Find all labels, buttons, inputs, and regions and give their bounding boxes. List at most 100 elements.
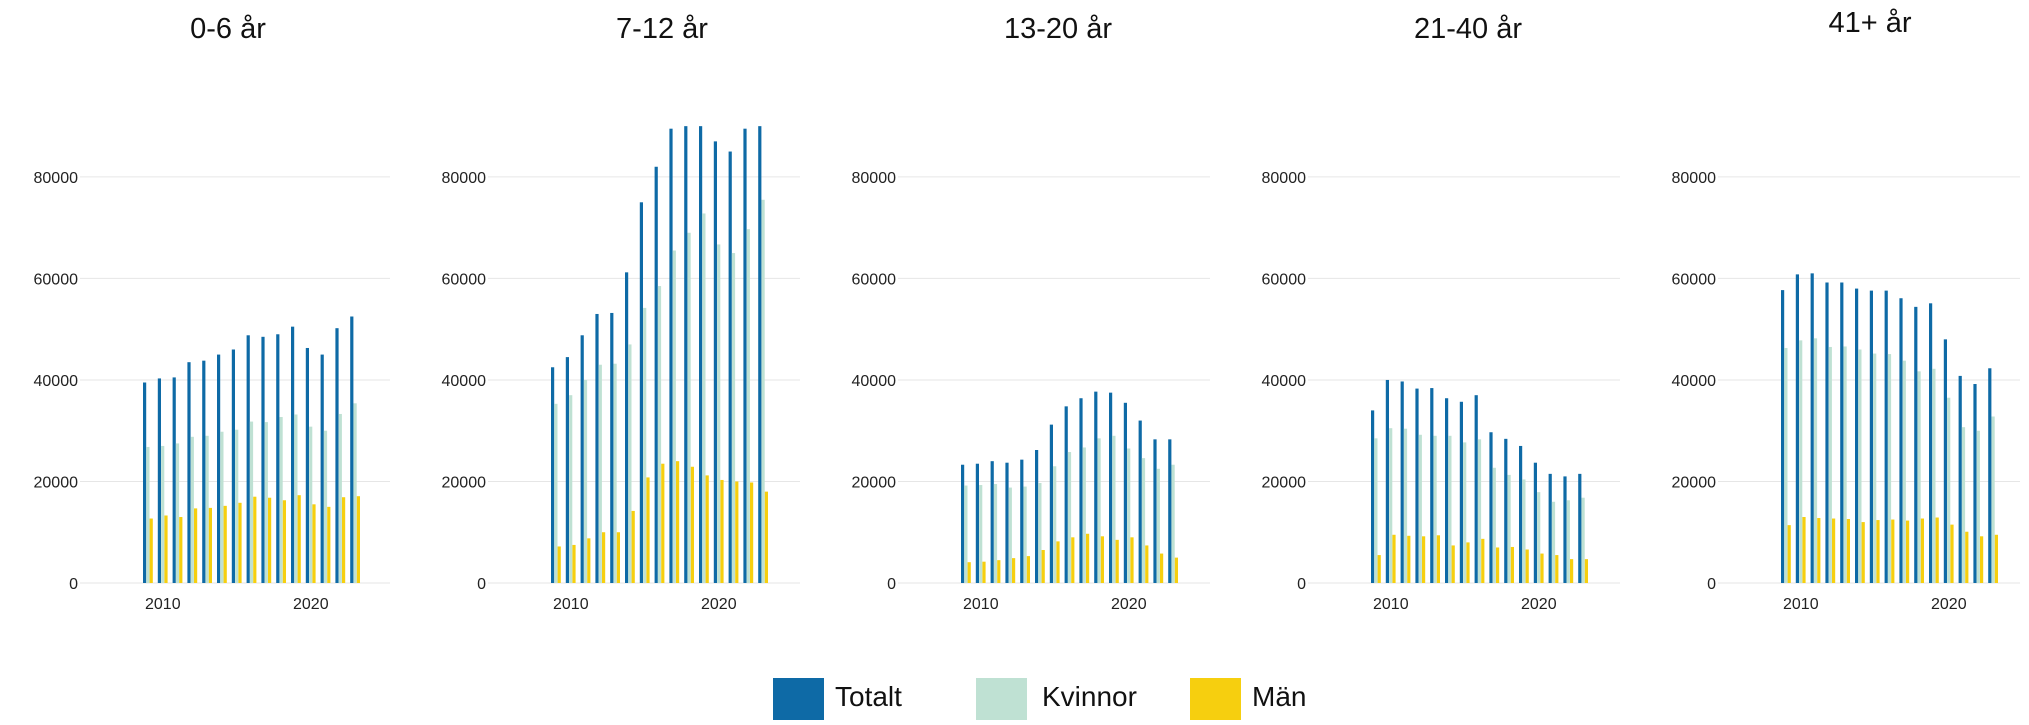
- bar-totalt: [1138, 420, 1142, 583]
- bar-kvinnor: [731, 253, 736, 583]
- bar-män: [631, 510, 635, 583]
- bar-kvinnor: [746, 229, 750, 584]
- bar-män: [705, 475, 709, 583]
- bar-totalt: [1869, 290, 1873, 583]
- bar-män: [1920, 518, 1924, 583]
- x-tick-label: 2010: [1783, 596, 1819, 613]
- bar-totalt: [202, 360, 206, 583]
- bar-kvinnor: [1067, 452, 1072, 583]
- bar-kvinnor: [1038, 483, 1042, 583]
- bar-totalt: [246, 335, 250, 583]
- y-tick-label: 20000: [34, 474, 79, 491]
- bar-totalt: [1459, 401, 1463, 583]
- bar-totalt: [1430, 388, 1434, 583]
- bar-kvinnor: [1873, 353, 1877, 583]
- bar-kvinnor: [1171, 464, 1175, 583]
- bar-totalt: [990, 461, 994, 583]
- bar-män: [1145, 545, 1149, 583]
- bar-totalt: [305, 347, 309, 583]
- bar-kvinnor: [702, 213, 706, 583]
- bar-totalt: [1899, 298, 1903, 583]
- bar-män: [602, 532, 606, 583]
- bar-totalt: [1504, 438, 1508, 583]
- bar-män: [1570, 559, 1574, 583]
- bar-kvinnor: [979, 485, 983, 583]
- bar-totalt: [1914, 306, 1918, 583]
- bar-män: [179, 517, 183, 583]
- bar-män: [1100, 536, 1104, 583]
- bar-totalt: [276, 334, 280, 583]
- bar-totalt: [1533, 462, 1537, 583]
- bar-män: [1817, 518, 1821, 583]
- bar-kvinnor: [1522, 479, 1526, 583]
- bar-kvinnor: [1477, 439, 1482, 583]
- bar-män: [253, 496, 257, 583]
- y-tick-label: 40000: [1672, 373, 1717, 390]
- bar-totalt: [595, 313, 599, 583]
- y-tick-label: 20000: [852, 474, 897, 491]
- bar-kvinnor: [1008, 487, 1012, 583]
- bar-totalt: [565, 357, 569, 583]
- y-tick-label: 60000: [852, 271, 897, 288]
- y-tick-label: 60000: [1672, 271, 1717, 288]
- bar-kvinnor: [353, 403, 357, 583]
- bar-kvinnor: [175, 443, 180, 583]
- bar-totalt: [975, 463, 979, 583]
- bar-totalt: [1445, 398, 1449, 583]
- y-tick-label: 80000: [442, 170, 487, 187]
- bar-totalt: [610, 312, 614, 583]
- bar-totalt: [1810, 273, 1814, 583]
- bar-män: [1115, 539, 1119, 583]
- bar-män: [356, 496, 360, 583]
- bar-kvinnor: [190, 436, 194, 583]
- x-tick-label: 2020: [1931, 596, 1967, 613]
- legend-label: Män: [1252, 681, 1306, 712]
- bar-totalt: [320, 354, 324, 583]
- bar-män: [1832, 518, 1836, 583]
- bar-totalt: [261, 336, 265, 583]
- y-tick-label: 40000: [442, 373, 487, 390]
- bar-totalt: [335, 328, 339, 583]
- bar-totalt: [350, 316, 354, 583]
- bar-kvinnor: [249, 421, 254, 583]
- bar-totalt: [669, 128, 673, 583]
- bar-män: [1555, 555, 1559, 583]
- bar-män: [1086, 533, 1090, 583]
- bar-män: [238, 502, 242, 583]
- bar-totalt: [1049, 424, 1053, 583]
- bar-totalt: [291, 326, 295, 583]
- bar-män: [750, 482, 754, 583]
- bar-män: [149, 518, 153, 583]
- bar-kvinnor: [1023, 486, 1027, 583]
- bar-män: [164, 515, 168, 583]
- y-tick-label: 80000: [1672, 170, 1717, 187]
- bar-kvinnor: [1566, 500, 1570, 583]
- bar-totalt: [1153, 439, 1157, 583]
- bar-män: [557, 546, 561, 583]
- bar-män: [1891, 519, 1895, 583]
- bar-totalt: [1548, 473, 1552, 583]
- bar-kvinnor: [1127, 448, 1131, 583]
- legend: Totalt Kvinnor Män: [773, 678, 1306, 720]
- bar-män: [1160, 553, 1164, 583]
- bar-totalt: [1005, 462, 1009, 583]
- bar-totalt: [1035, 450, 1039, 583]
- bar-totalt: [1855, 288, 1859, 583]
- bar-kvinnor: [672, 250, 676, 584]
- bar-män: [327, 506, 331, 583]
- bar-kvinnor: [554, 403, 558, 583]
- panel-1: 0 20000 40000 60000 80000 2010 2020 0-6 år: [34, 13, 390, 613]
- y-tick-label: 0: [887, 576, 896, 593]
- bar-totalt: [1519, 445, 1523, 583]
- legend-swatch-totalt: [773, 678, 824, 720]
- bar-män: [1392, 534, 1396, 583]
- panel-3: 0 20000 40000 60000 80000 2010 2020 13-20 år: [852, 13, 1210, 613]
- bar-män: [1436, 535, 1440, 583]
- y-tick-label: 80000: [34, 170, 79, 187]
- bar-kvinnor: [323, 430, 328, 583]
- x-tick-label: 2020: [1111, 596, 1147, 613]
- bar-män: [1056, 541, 1060, 583]
- bar-män: [1377, 555, 1381, 583]
- bar-totalt: [625, 272, 629, 583]
